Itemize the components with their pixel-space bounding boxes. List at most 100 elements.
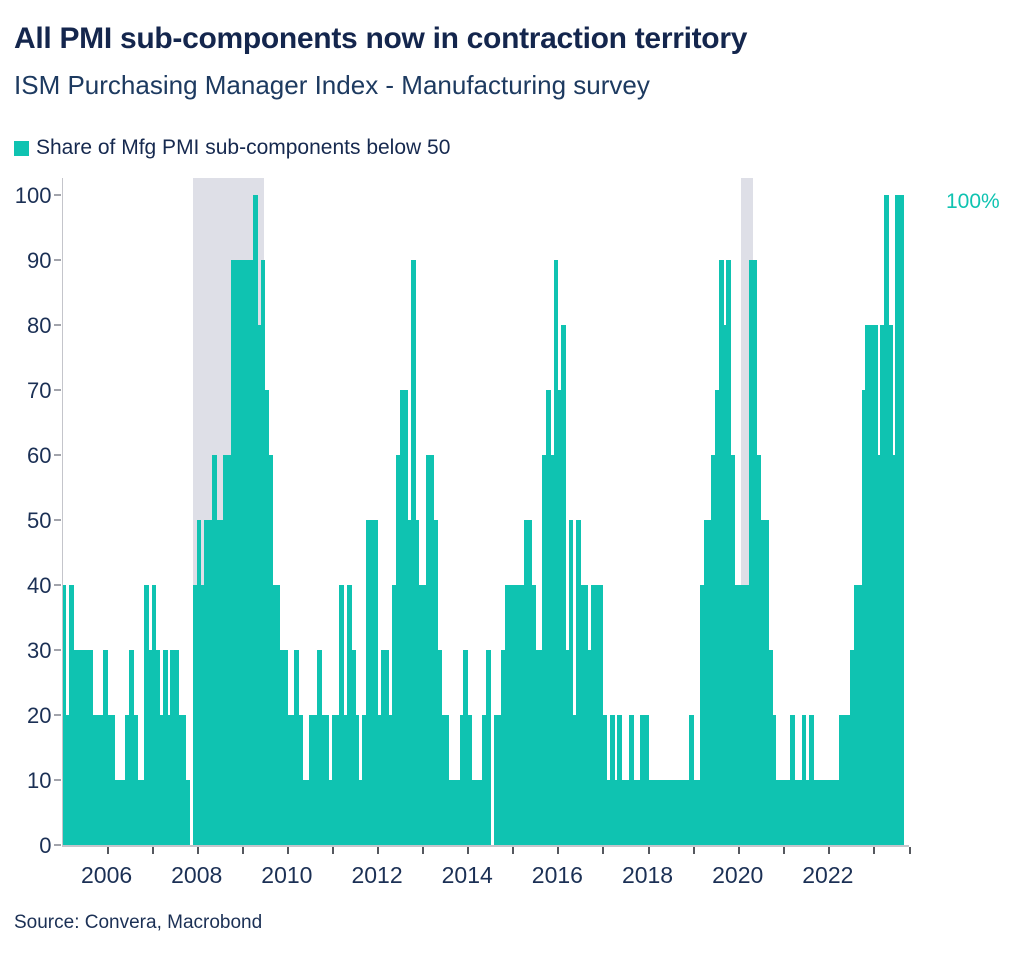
- bar: [95, 715, 100, 845]
- y-axis-tick: [53, 844, 61, 846]
- bar: [610, 715, 615, 845]
- bar: [242, 260, 247, 845]
- y-axis-label: 70: [27, 378, 52, 403]
- bar: [125, 715, 130, 845]
- bar: [114, 780, 119, 845]
- bar: [321, 715, 325, 845]
- bar: [745, 585, 750, 845]
- bar: [478, 780, 483, 845]
- bar: [482, 715, 487, 845]
- bar: [877, 455, 881, 845]
- bar: [520, 585, 525, 845]
- bar: [708, 520, 712, 845]
- bar: [92, 715, 96, 845]
- bar: [843, 715, 848, 845]
- bar: [137, 780, 141, 845]
- x-axis-tick: [827, 846, 830, 854]
- bar: [163, 650, 168, 845]
- bar: [640, 715, 645, 845]
- bar: [234, 260, 239, 845]
- bar: [824, 780, 829, 845]
- bar: [441, 715, 446, 845]
- y-axis-label: 80: [27, 313, 52, 338]
- bar: [869, 325, 874, 845]
- bar: [69, 585, 74, 845]
- bar: [497, 715, 502, 845]
- bar: [407, 520, 412, 845]
- bar: [659, 780, 664, 845]
- bar: [892, 455, 896, 845]
- bar: [355, 715, 359, 845]
- bar: [783, 780, 788, 845]
- bar: [580, 585, 585, 845]
- bar: [862, 390, 866, 845]
- y-axis-label: 50: [27, 508, 52, 533]
- bar: [625, 780, 630, 845]
- bar: [77, 650, 81, 845]
- bar: [847, 715, 851, 845]
- bar: [272, 585, 277, 845]
- y-axis-label: 10: [27, 768, 52, 793]
- bar: [813, 780, 818, 845]
- bar: [895, 195, 900, 845]
- bar: [565, 650, 570, 845]
- bar: [178, 715, 183, 845]
- bar: [787, 780, 791, 845]
- bar: [347, 585, 352, 845]
- bar: [572, 715, 577, 845]
- bar: [486, 650, 491, 845]
- bar: [351, 650, 356, 845]
- bar: [505, 585, 510, 845]
- bar: [152, 585, 156, 845]
- bar: [73, 650, 78, 845]
- bar: [539, 650, 543, 845]
- bar: [287, 715, 292, 845]
- bar: [524, 520, 528, 845]
- legend-label: Share of Mfg PMI sub-components below 50: [36, 136, 451, 159]
- x-axis-label: 2008: [171, 862, 223, 888]
- bar: [512, 585, 517, 845]
- bar: [531, 585, 536, 845]
- bar: [170, 650, 175, 845]
- bar: [418, 585, 423, 845]
- bar: [279, 650, 284, 845]
- bar: [730, 455, 735, 845]
- bar: [790, 715, 795, 845]
- bar: [798, 780, 803, 845]
- bar: [880, 325, 885, 845]
- bar: [595, 585, 600, 845]
- x-axis-tick: [647, 846, 650, 854]
- bar: [452, 780, 457, 845]
- x-axis-tick: [557, 846, 560, 854]
- bar: [140, 780, 145, 845]
- bar: [689, 715, 694, 845]
- bar: [494, 715, 498, 845]
- bar: [726, 260, 731, 845]
- bar: [193, 585, 198, 845]
- y-axis-tick: [53, 454, 61, 456]
- bar: [283, 650, 288, 845]
- bar: [336, 715, 340, 845]
- bar: [219, 520, 224, 845]
- bar: [212, 455, 217, 845]
- bar: [231, 260, 235, 845]
- source-text: Source: Convera, Macrobond: [14, 912, 263, 933]
- bar: [298, 715, 303, 845]
- bar: [167, 715, 171, 845]
- bar: [693, 780, 697, 845]
- bar: [200, 585, 205, 845]
- bar: [411, 260, 416, 845]
- bar: [463, 650, 468, 845]
- bar: [614, 780, 618, 845]
- bar: [291, 715, 295, 845]
- bar: [805, 780, 810, 845]
- bar: [621, 780, 626, 845]
- bar: [460, 715, 464, 845]
- bar: [678, 780, 682, 845]
- bar: [358, 780, 363, 845]
- bar: [542, 455, 547, 845]
- bar: [760, 520, 765, 845]
- bar: [264, 390, 269, 845]
